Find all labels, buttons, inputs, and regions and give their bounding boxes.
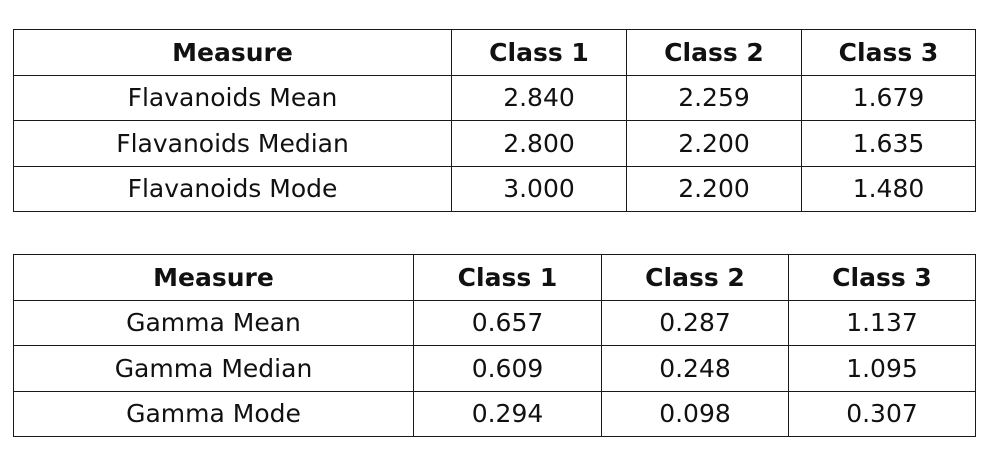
header-row: Measure Class 1 Class 2 Class 3	[13, 254, 976, 301]
measure-cell: Flavanoids Median	[13, 120, 452, 167]
value-cell: 0.248	[601, 345, 789, 392]
measure-cell: Gamma Mode	[13, 390, 414, 437]
header-cell-measure: Measure	[13, 29, 452, 76]
header-cell-measure: Measure	[13, 254, 414, 301]
value-cell: 1.679	[801, 74, 976, 121]
header-row: Measure Class 1 Class 2 Class 3	[13, 29, 976, 76]
flavanoids-table: Measure Class 1 Class 2 Class 3 Flavanoi…	[13, 29, 976, 212]
table-row: Flavanoids Mode 3.000 2.200 1.480	[13, 165, 976, 212]
measure-cell: Flavanoids Mean	[13, 74, 452, 121]
value-cell: 0.609	[413, 345, 602, 392]
value-cell: 0.287	[601, 299, 789, 346]
header-cell-class-1: Class 1	[451, 29, 627, 76]
measure-cell: Flavanoids Mode	[13, 165, 452, 212]
header-cell-class-2: Class 2	[626, 29, 802, 76]
value-cell: 1.480	[801, 165, 976, 212]
measure-cell: Gamma Median	[13, 345, 414, 392]
measure-cell: Gamma Mean	[13, 299, 414, 346]
value-cell: 0.657	[413, 299, 602, 346]
value-cell: 1.095	[788, 345, 976, 392]
value-cell: 1.635	[801, 120, 976, 167]
value-cell: 2.200	[626, 165, 802, 212]
table-row: Gamma Mode 0.294 0.098 0.307	[13, 390, 976, 437]
value-cell: 2.259	[626, 74, 802, 121]
value-cell: 2.800	[451, 120, 627, 167]
value-cell: 1.137	[788, 299, 976, 346]
value-cell: 0.307	[788, 390, 976, 437]
table-row: Flavanoids Median 2.800 2.200 1.635	[13, 120, 976, 167]
header-cell-class-1: Class 1	[413, 254, 602, 301]
gamma-table: Measure Class 1 Class 2 Class 3 Gamma Me…	[13, 254, 976, 437]
header-cell-class-3: Class 3	[801, 29, 976, 76]
value-cell: 2.200	[626, 120, 802, 167]
table-row: Gamma Mean 0.657 0.287 1.137	[13, 299, 976, 346]
table-row: Flavanoids Mean 2.840 2.259 1.679	[13, 74, 976, 121]
header-cell-class-3: Class 3	[788, 254, 976, 301]
value-cell: 3.000	[451, 165, 627, 212]
value-cell: 2.840	[451, 74, 627, 121]
table-row: Gamma Median 0.609 0.248 1.095	[13, 345, 976, 392]
header-cell-class-2: Class 2	[601, 254, 789, 301]
value-cell: 0.294	[413, 390, 602, 437]
value-cell: 0.098	[601, 390, 789, 437]
